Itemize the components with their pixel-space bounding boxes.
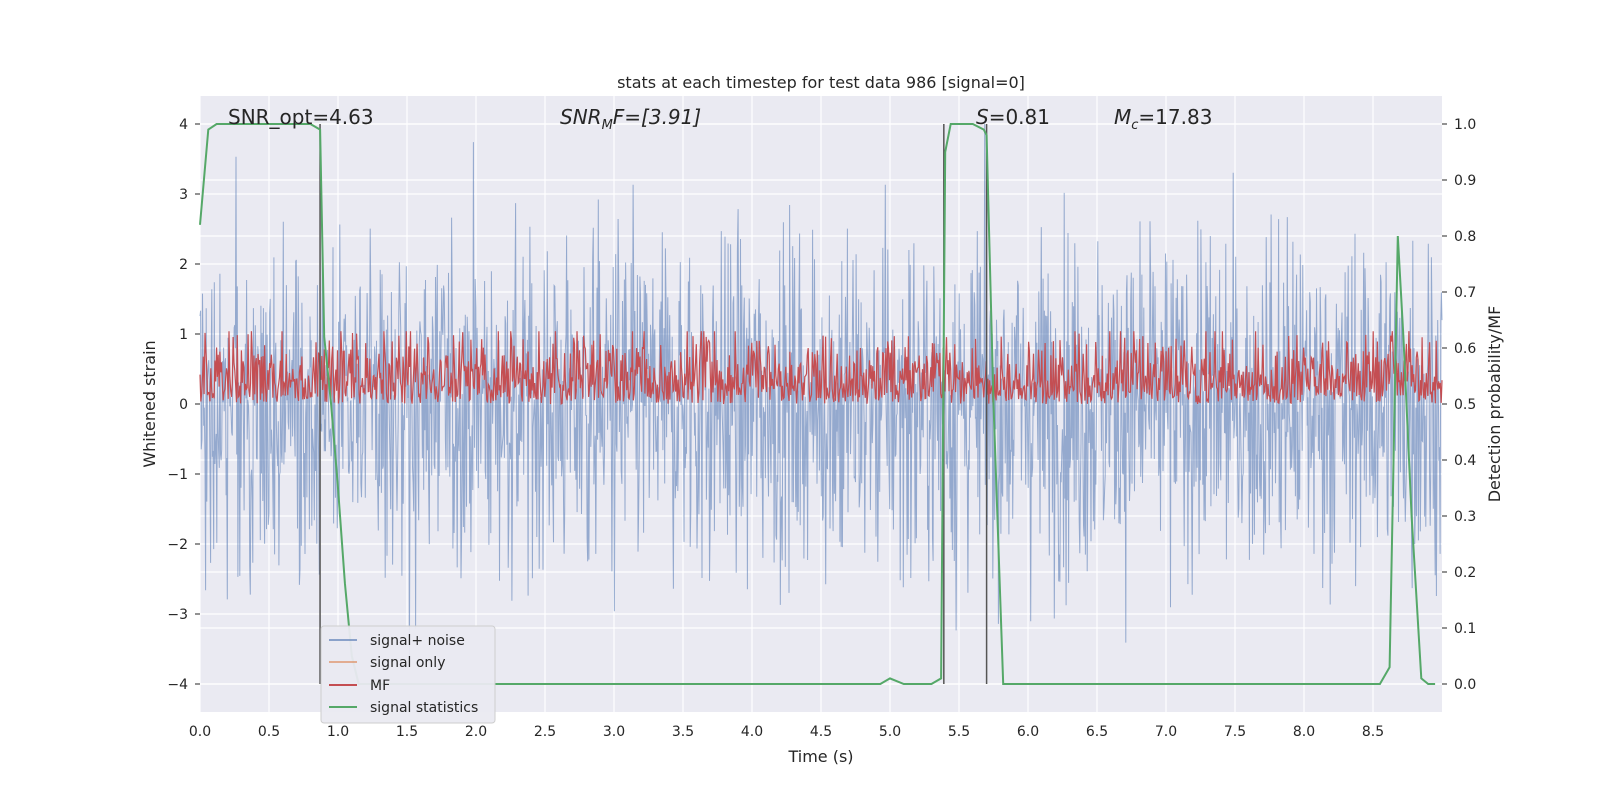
line-signal-noise — [199, 123, 1443, 662]
ticks: 0.0 0.5 1.0 1.5 2.0 2.5 3.0 3.5 4.0 4.5 5.0 5.5 6.0 6… — [167, 117, 1476, 740]
legend-box — [320, 625, 496, 724]
annotation-snr-mf: SNRMF=[3.91] — [560, 105, 701, 133]
y-tick-label-left-6: 2 — [179, 257, 188, 273]
y-tick-label-right-3: 0.3 — [1454, 509, 1476, 525]
y-tick-label-right-8: 0.8 — [1454, 229, 1476, 245]
line-mf — [199, 331, 1443, 405]
legend-label-mf: MF — [370, 678, 390, 694]
annotation-s-italic: S — [976, 105, 989, 129]
x-tick-label-4: 2.0 — [465, 724, 487, 740]
y-axis-label-left: Whitened strain — [140, 340, 159, 467]
x-tick-label-13: 6.5 — [1086, 724, 1108, 740]
x-tick-label-15: 7.5 — [1224, 724, 1246, 740]
annotation-s: S=0.81 — [976, 105, 1050, 129]
annotation-mc-sub: c — [1131, 118, 1138, 133]
y-tick-label-left-8: 4 — [179, 117, 188, 133]
x-tick-label-2: 1.0 — [327, 724, 349, 740]
x-tick-label-7: 3.5 — [672, 724, 694, 740]
annotation-snr-mf-sub: M — [602, 118, 613, 133]
y-tick-label-left-7: 3 — [179, 187, 188, 203]
y-tick-label-left-0: −4 — [167, 677, 188, 693]
x-tick-label-16: 8.0 — [1293, 724, 1315, 740]
series-signal-statistics — [199, 123, 1436, 685]
y-tick-label-right-7: 0.7 — [1454, 285, 1476, 301]
legend-label-signal-only: signal only — [370, 655, 445, 671]
x-tick-label-8: 4.0 — [741, 724, 763, 740]
y-tick-label-right-9: 0.9 — [1454, 173, 1476, 189]
x-tick-label-11: 5.5 — [948, 724, 970, 740]
y-tick-label-right-10: 1.0 — [1454, 117, 1476, 133]
y-tick-label-right-0: 0.0 — [1454, 677, 1476, 693]
y-tick-label-right-2: 0.2 — [1454, 565, 1476, 581]
y-axis-label-right: Detection probability/MF — [1485, 306, 1504, 503]
annotation-snr-mf-tail: F=[3.91] — [613, 105, 701, 129]
series-mf — [199, 331, 1443, 405]
annotation-snr-mf-main: SNR — [560, 105, 602, 129]
x-axis-label: Time (s) — [787, 747, 853, 766]
x-tick-label-1: 0.5 — [258, 724, 280, 740]
legend-label-signal-statistics: signal statistics — [370, 700, 478, 716]
annotation-mc: Mc=17.83 — [1114, 105, 1212, 133]
x-tick-label-5: 2.5 — [534, 724, 556, 740]
y-tick-label-left-5: 1 — [179, 327, 188, 343]
annotation-snr-opt-text: SNR_opt=4.63 — [228, 105, 374, 129]
annotation-mc-main: M — [1114, 105, 1131, 129]
x-tick-label-14: 7.0 — [1155, 724, 1177, 740]
x-tick-label-9: 4.5 — [810, 724, 832, 740]
y-tick-label-left-3: −1 — [167, 467, 188, 483]
y-tick-label-left-1: −3 — [167, 607, 188, 623]
line-signal-statistics — [199, 123, 1436, 685]
chart-title: stats at each timestep for test data 986… — [617, 73, 1025, 92]
annotation-s-tail: =0.81 — [989, 105, 1050, 129]
legend-label-signal-noise: signal+ noise — [370, 633, 465, 649]
x-tick-label-12: 6.0 — [1017, 724, 1039, 740]
annotation-mc-tail: =17.83 — [1138, 105, 1212, 129]
legend: signal+ noise signal only MF signal stat… — [320, 625, 496, 724]
y-tick-label-right-5: 0.5 — [1454, 397, 1476, 413]
y-tick-label-right-1: 0.1 — [1454, 621, 1476, 637]
annotation-snr-opt: SNR_opt=4.63 — [228, 105, 374, 129]
x-tick-label-0: 0.0 — [189, 724, 211, 740]
x-tick-label-6: 3.0 — [603, 724, 625, 740]
y-tick-label-right-6: 0.6 — [1454, 341, 1476, 357]
y-tick-label-right-4: 0.4 — [1454, 453, 1476, 469]
x-tick-label-17: 8.5 — [1362, 724, 1384, 740]
x-tick-label-3: 1.5 — [396, 724, 418, 740]
x-tick-label-10: 5.0 — [879, 724, 901, 740]
y-tick-label-left-4: 0 — [179, 397, 188, 413]
y-tick-label-left-2: −2 — [167, 537, 188, 553]
series-signal-noise — [199, 123, 1443, 662]
